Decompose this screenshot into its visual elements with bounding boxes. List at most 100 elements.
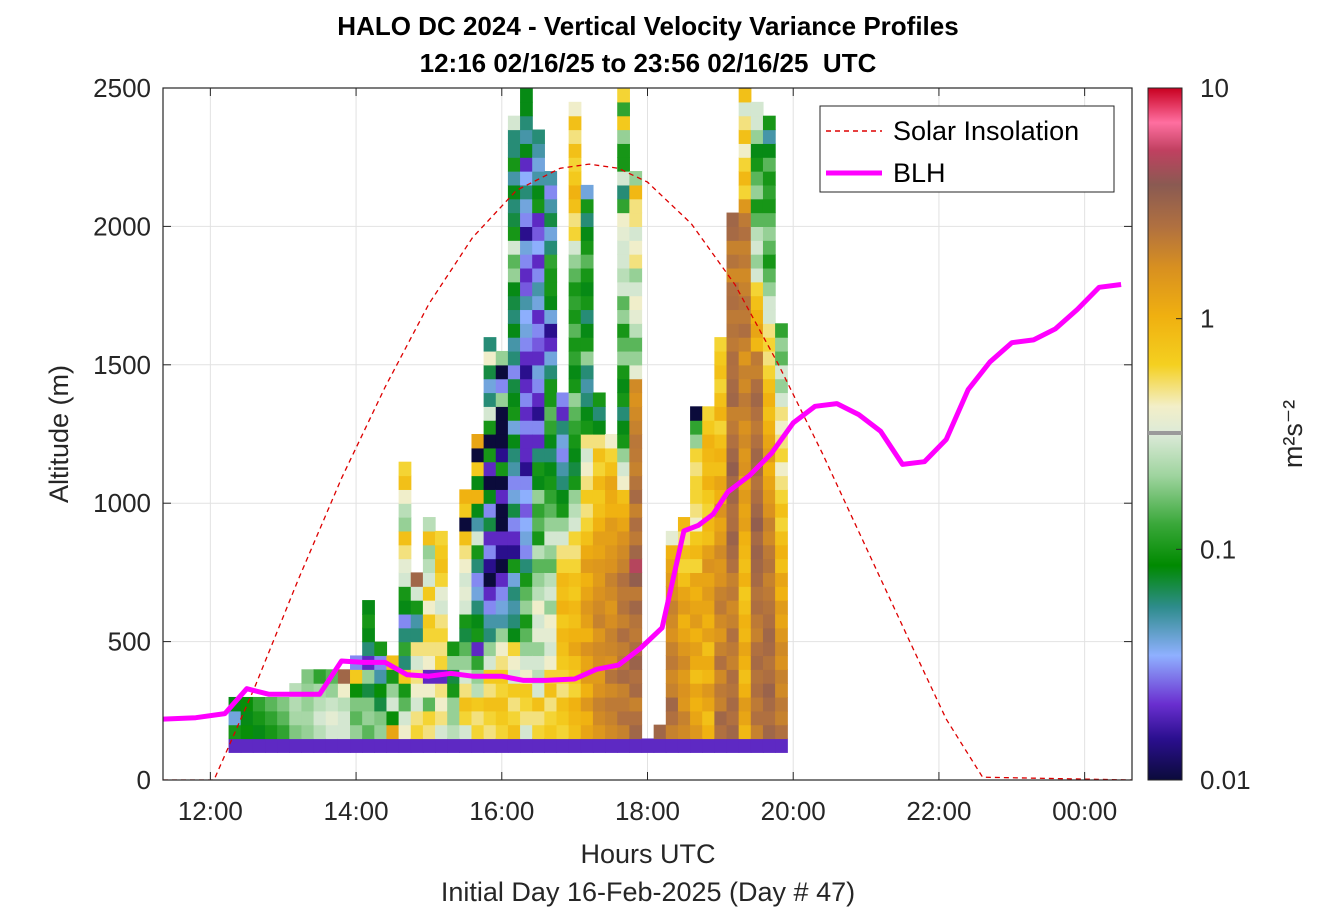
heatmap-cell-44-11 [762,586,776,601]
heatmap-cell-42-39 [738,198,752,214]
heatmap-cell-44-5 [762,669,776,684]
heatmap-cell-15-7 [410,641,424,657]
heatmap-cell-21-24 [483,406,497,421]
heatmap-cell-42-40 [738,184,752,200]
heatmap-cell-19-0 [459,738,473,753]
colorbar-label: m²s⁻² [1278,400,1308,468]
heatmap-cell-26-37 [544,226,558,241]
heatmap-cell-41-26 [726,378,740,394]
heatmap-cell-19-7 [459,641,473,657]
heatmap-cell-25-20 [532,461,545,477]
heatmap-cell-38-5 [690,669,703,684]
heatmap-cell-31-20 [605,461,618,477]
heatmap-cell-14-14 [398,544,412,560]
heatmap-cell-21-16 [483,517,497,532]
heatmap-cell-30-15 [592,530,606,546]
heatmap-cell-33-37 [629,226,643,241]
heatmap-cell-23-8 [507,627,521,643]
heatmap-cell-14-7 [398,641,412,657]
heatmap-cell-33-13 [629,558,643,573]
heatmap-cell-24-24 [520,406,533,421]
heatmap-cell-13-2 [386,710,400,726]
heatmap-cell-43-18 [750,489,764,504]
heatmap-cell-16-13 [422,558,436,573]
heatmap-cell-44-9 [762,613,776,629]
series-lines [163,163,1132,780]
heatmap-cell-39-18 [702,489,715,504]
heatmap-cell-24-31 [520,309,533,324]
heatmap-cell-41-5 [726,669,740,684]
heatmap-cell-23-4 [507,683,521,698]
heatmap-cell-24-27 [520,364,533,380]
heatmap-cell-25-27 [532,364,545,380]
heatmap-cell-32-45 [617,115,630,131]
heatmap-cell-40-16 [714,517,728,532]
heatmap-cell-41-16 [726,517,740,532]
heatmap-cell-33-29 [629,337,643,352]
heatmap-cell-45-9 [775,613,788,629]
heatmap-cell-29-0 [580,738,594,753]
heatmap-cell-31-4 [605,683,618,698]
heatmap-cell-44-32 [762,295,776,311]
heatmap-cell-26-40 [544,184,558,200]
heatmap-cell-33-40 [629,184,643,200]
heatmap-cell-21-25 [483,392,497,407]
heatmap-cell-27-6 [556,655,570,670]
heatmap-cell-19-10 [459,600,473,615]
heatmap-cell-24-6 [520,655,533,670]
heatmap-cell-1-3 [240,696,254,712]
heatmap-cell-26-15 [544,530,558,546]
heatmap-cell-44-42 [762,157,776,172]
heatmap-cell-10-1 [350,724,363,740]
heatmap-cell-28-24 [568,406,582,421]
heatmap-cell-45-18 [775,489,788,504]
x-axis-ticks: 12:00 14:00 16:00 18:00 20:00 22:00 00:00 [178,88,1117,826]
heatmap-cell-45-25 [775,392,788,407]
heatmap-cell-32-36 [617,240,630,255]
heatmap-cell-44-8 [762,627,776,643]
heatmap-cell-29-37 [580,226,594,241]
heatmap-cell-24-4 [520,683,533,698]
heatmap-cell-30-2 [592,710,606,726]
heatmap-cell-23-29 [507,337,521,352]
heatmap-cell-30-0 [592,738,606,753]
heatmap-cell-26-10 [544,600,558,615]
heatmap-cell-21-10 [483,600,497,615]
heatmap-cell-40-14 [714,544,728,560]
heatmap-cell-32-26 [617,378,630,394]
heatmap-cell-45-5 [775,669,788,684]
heatmap-cell-41-23 [726,420,740,435]
heatmap-cell-2-1 [252,724,266,740]
y-tick-label-0: 0 [137,765,151,795]
heatmap-cell-26-29 [544,337,558,352]
heatmap-cell-19-14 [459,544,473,560]
heatmap-cell-37-0 [677,738,691,753]
heatmap-cell-18-2 [447,710,460,726]
heatmap-cell-31-13 [605,558,618,573]
heatmap-cell-45-14 [775,544,788,560]
colorbar: 0.01 0.1 1 10 m²s⁻² [1147,73,1308,795]
heatmap-cell-26-9 [544,613,558,629]
heatmap-cell-44-18 [762,489,776,504]
heatmap-cell-23-39 [507,198,521,214]
heatmap-cell-3-1 [265,724,278,740]
heatmap-cell-22-8 [495,627,509,643]
y-tick-label-2: 1000 [93,488,151,518]
heatmap-cell-1-0 [240,738,254,753]
heatmap-cell-33-20 [629,461,643,477]
heatmap-cell-41-8 [726,627,740,643]
x-tick-label-6: 00:00 [1052,796,1117,826]
heatmap-cell-6-0 [301,738,315,753]
heatmap-cell-22-23 [495,420,509,435]
heatmap-cell-21-7 [483,641,497,657]
heatmap-cell-20-20 [471,461,485,477]
heatmap-cell-14-8 [398,627,412,643]
heatmap-cell-28-45 [568,115,582,131]
heatmap-cell-22-11 [495,586,509,601]
heatmap-cell-28-35 [568,254,582,269]
heatmap-cell-23-21 [507,447,521,463]
heatmap-cell-23-16 [507,517,521,532]
heatmap-cell-40-9 [714,613,728,629]
heatmap-cell-36-4 [665,683,679,698]
